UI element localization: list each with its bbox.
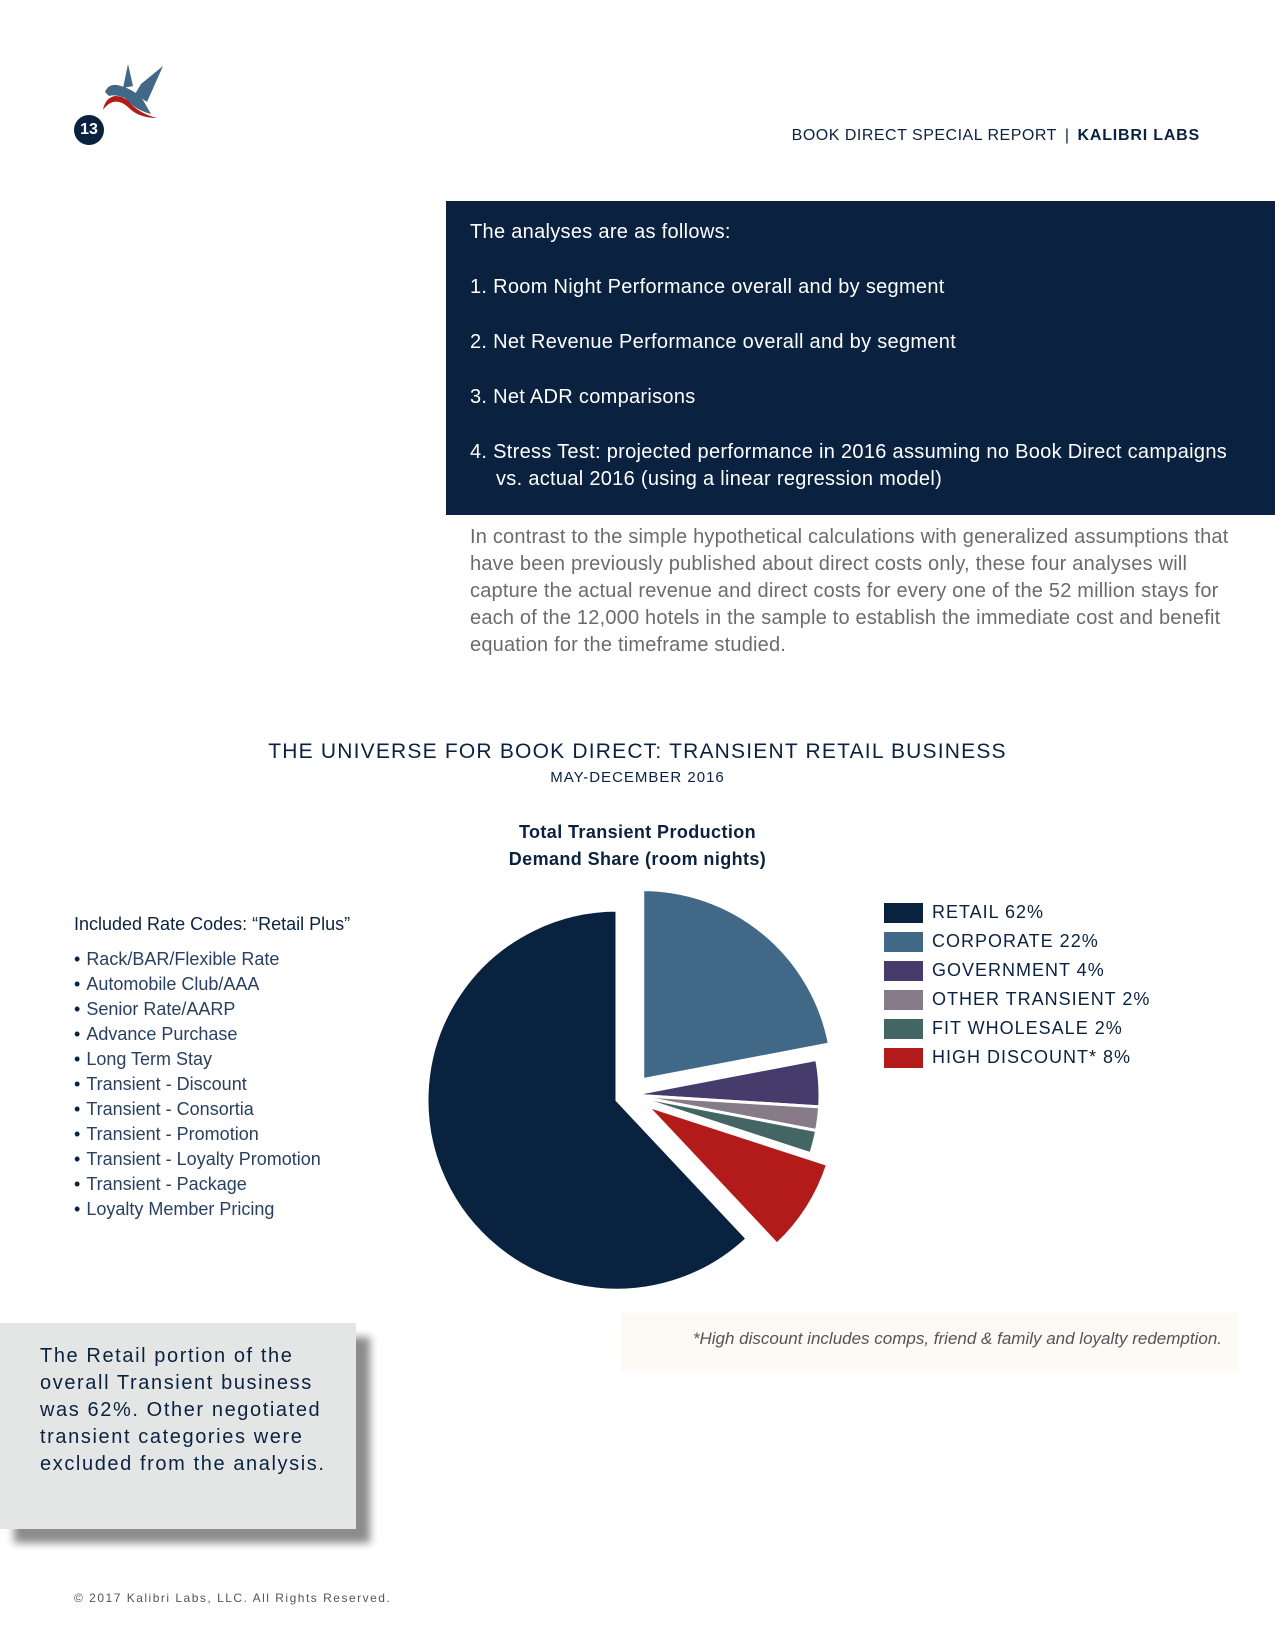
pie-slice-corporate [641,888,832,1082]
legend-label: CORPORATE 22% [932,931,1099,951]
legend-swatch [884,989,923,1010]
rate-code-item: Transient - Promotion [74,1122,350,1147]
analyses-box: The analyses are as follows: 1. Room Nig… [446,201,1275,515]
analyses-intro: The analyses are as follows: [470,221,731,243]
pie-slice-retail [425,908,750,1292]
chart-title-line: Demand Share (room nights) [508,849,767,869]
legend-item: FIT WHOLESALE 2% [884,1014,1150,1043]
pie-slice-high [645,1104,830,1247]
header-separator: | [1064,127,1070,144]
analysis-item: 1. Room Night Performance overall and by… [470,276,945,298]
analysis-item: 3. Net ADR comparisons [470,386,696,408]
retail-callout: The Retail portion of the overall Transi… [0,1323,356,1529]
section-title: THE UNIVERSE FOR BOOK DIRECT: TRANSIENT … [268,740,1007,763]
running-header: BOOK DIRECT SPECIAL REPORT | KALIBRI LABS [792,127,1200,145]
footnote: *High discount includes comps, friend & … [621,1313,1238,1371]
legend-label: FIT WHOLESALE 2% [932,1018,1123,1038]
rate-code-item: Rack/BAR/Flexible Rate [74,947,350,972]
rate-codes: Included Rate Codes: “Retail Plus” Rack/… [74,914,350,1222]
legend-item: GOVERNMENT 4% [884,956,1150,985]
rate-code-item: Transient - Consortia [74,1097,350,1122]
rate-code-item: Loyalty Member Pricing [74,1197,350,1222]
copyright: © 2017 Kalibri Labs, LLC. All Rights Res… [74,1591,392,1605]
rate-code-item: Senior Rate/AARP [74,997,350,1022]
legend-label: GOVERNMENT 4% [932,960,1105,980]
kalibri-logo-hummingbird [103,64,163,118]
chart-legend: RETAIL 62% CORPORATE 22% GOVERNMENT 4% OTHE… [884,898,1150,1072]
legend-item: OTHER TRANSIENT 2% [884,985,1150,1014]
legend-swatch [884,1047,923,1068]
legend-item: RETAIL 62% [884,898,1150,927]
rate-code-item: Long Term Stay [74,1047,350,1072]
legend-item: HIGH DISCOUNT* 8% [884,1043,1150,1072]
body-paragraph: In contrast to the simple hypothetical c… [470,526,1229,656]
legend-label: RETAIL 62% [932,902,1045,922]
rate-code-item: Advance Purchase [74,1022,350,1047]
pie-chart [425,888,832,1292]
legend-label: HIGH DISCOUNT* 8% [932,1047,1132,1067]
legend-label: OTHER TRANSIENT 2% [932,989,1151,1009]
page-number-badge: 13 [74,115,104,145]
pie-slice-fit [629,1093,819,1156]
report-title: BOOK DIRECT SPECIAL REPORT [791,127,1057,144]
legend-swatch [884,1018,923,1039]
chart-title-line: Total Transient Production [518,822,757,842]
analysis-item: 2. Net Revenue Performance overall and b… [470,331,957,353]
rate-code-item: Automobile Club/AAA [74,972,350,997]
section-subtitle: MAY-DECEMBER 2016 [550,769,725,786]
brand-name: KALIBRI LABS [1077,127,1200,144]
rate-code-item: Transient - Package [74,1172,350,1197]
legend-swatch [884,931,923,952]
chart-title: Total Transient Production Demand Share … [400,819,875,873]
rate-code-item: Transient - Discount [74,1072,350,1097]
rate-codes-heading: Included Rate Codes: “Retail Plus” [74,914,351,934]
legend-item: CORPORATE 22% [884,927,1150,956]
analysis-item: 4. Stress Test: projected performance in… [470,441,1228,490]
rate-code-item: Transient - Loyalty Promotion [74,1147,350,1172]
rate-codes-list: Rack/BAR/Flexible RateAutomobile Club/AA… [74,947,350,1222]
legend-swatch [884,902,923,923]
legend-swatch [884,960,923,981]
